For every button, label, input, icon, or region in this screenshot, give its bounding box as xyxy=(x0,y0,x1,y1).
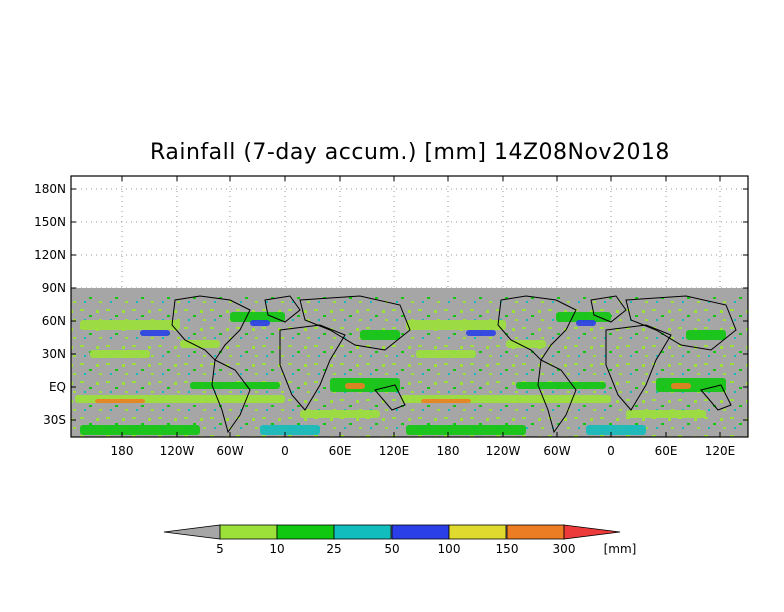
x-tick-label: 60W xyxy=(543,444,570,458)
rain-band xyxy=(466,330,496,336)
colorbar-upper-arrow xyxy=(564,525,620,539)
rain-band xyxy=(80,320,180,330)
colorbar-segment xyxy=(392,525,449,539)
colorbar-label: 150 xyxy=(496,542,519,556)
x-tick-label: 120E xyxy=(705,444,736,458)
rain-band xyxy=(686,330,726,340)
colorbar-lower-arrow xyxy=(164,525,220,539)
rain-band xyxy=(345,383,365,389)
colorbar-segment xyxy=(277,525,334,539)
rain-band xyxy=(656,378,726,392)
rain-band xyxy=(180,340,220,348)
rain-band xyxy=(406,425,526,435)
y-tick-label: 90N xyxy=(42,281,66,295)
x-tick-label: 60E xyxy=(655,444,678,458)
rain-band xyxy=(506,340,546,348)
rain-band xyxy=(95,399,145,403)
rain-band xyxy=(516,382,606,389)
colorbar-segment xyxy=(449,525,506,539)
rain-band xyxy=(421,399,471,403)
colorbar-label: 5 xyxy=(216,542,224,556)
colorbar-label: 50 xyxy=(384,542,399,556)
colorbar-label: 300 xyxy=(553,542,576,556)
rain-band xyxy=(260,425,320,435)
rain-band xyxy=(140,330,170,336)
colorbar-segment xyxy=(334,525,391,539)
no-data-band xyxy=(71,288,748,297)
y-tick-label: EQ xyxy=(49,380,66,394)
colorbar-segment xyxy=(507,525,564,539)
rain-band xyxy=(300,410,380,418)
x-tick-label: 60W xyxy=(216,444,243,458)
x-tick-label: 120W xyxy=(486,444,521,458)
y-tick-label: 30S xyxy=(43,413,66,427)
rain-band xyxy=(586,425,646,435)
rain-band xyxy=(626,410,706,418)
y-tick-label: 120N xyxy=(34,248,66,262)
rainfall-field xyxy=(71,288,748,437)
x-tick-label: 120E xyxy=(379,444,410,458)
colorbar: 5 10 25 50 100 150 300 [mm] xyxy=(164,525,636,556)
rain-band xyxy=(576,320,596,326)
rain-band xyxy=(190,382,280,389)
rain-band xyxy=(416,350,476,358)
x-tick-label: 180 xyxy=(111,444,134,458)
rain-band xyxy=(406,320,506,330)
y-tick-label: 30N xyxy=(42,347,66,361)
colorbar-segment xyxy=(220,525,277,539)
colorbar-label: 25 xyxy=(326,542,341,556)
colorbar-label: 10 xyxy=(269,542,284,556)
rain-band xyxy=(360,330,400,340)
x-tick-label: 60E xyxy=(329,444,352,458)
rain-band xyxy=(90,350,150,358)
rain-band xyxy=(250,320,270,326)
rain-band xyxy=(330,378,400,392)
x-tick-label: 180 xyxy=(437,444,460,458)
colorbar-unit: [mm] xyxy=(604,542,637,556)
colorbar-label: 100 xyxy=(438,542,461,556)
y-tick-label: 150N xyxy=(34,215,66,229)
x-tick-label: 0 xyxy=(281,444,289,458)
y-tick-label: 180N xyxy=(34,182,66,196)
x-tick-label: 0 xyxy=(607,444,615,458)
x-tick-label: 120W xyxy=(160,444,195,458)
rain-band xyxy=(671,383,691,389)
y-tick-label: 60N xyxy=(42,314,66,328)
rain-band xyxy=(80,425,200,435)
